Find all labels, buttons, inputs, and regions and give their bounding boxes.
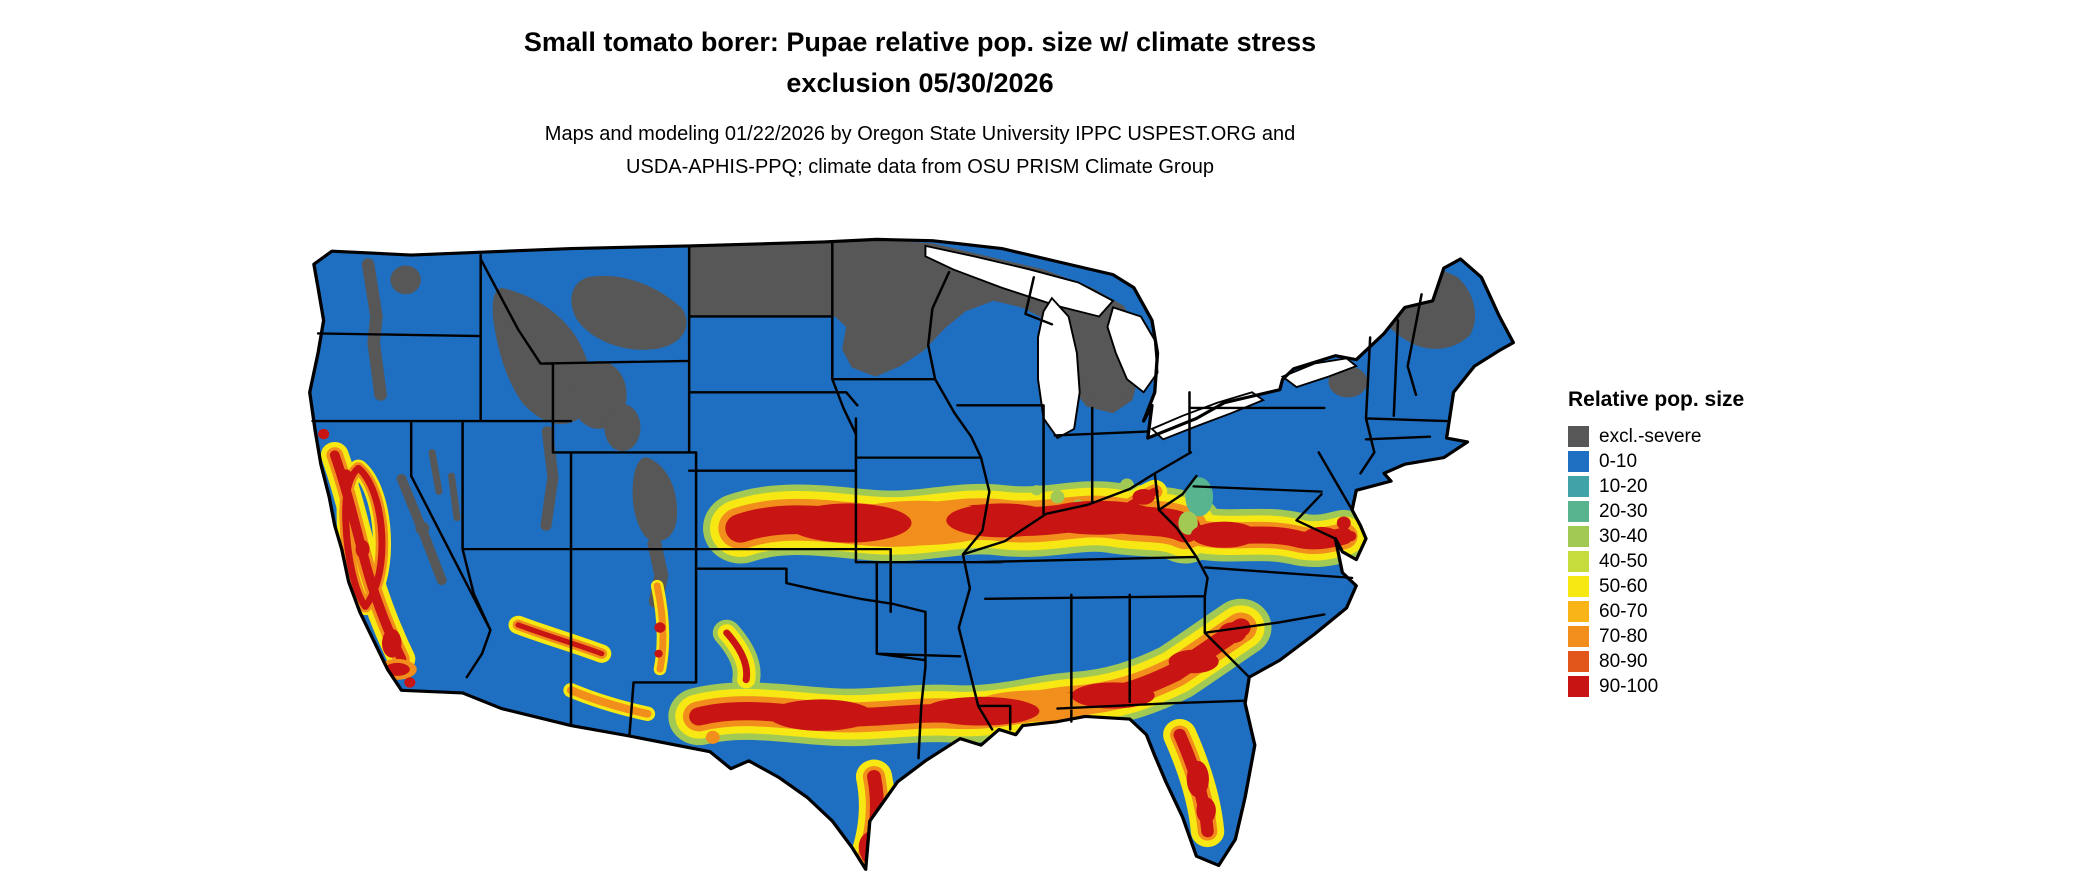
legend-item: 80-90	[1568, 649, 1888, 674]
lake-huron	[1106, 306, 1159, 394]
excluded-north-cascades	[390, 265, 421, 295]
legend-label: 80-90	[1599, 650, 1648, 672]
legend-swatch	[1568, 526, 1589, 547]
legend-item: 10-20	[1568, 474, 1888, 499]
map-subtitle-line1: Maps and modeling 01/22/2026 by Oregon S…	[544, 123, 1296, 145]
legend-swatch	[1568, 451, 1589, 472]
map-title-line2: exclusion 05/30/2026	[786, 68, 1054, 98]
map-subtitle-line2: USDA-APHIS-PPQ; climate data from OSU PR…	[626, 156, 1214, 178]
state-borders	[311, 240, 1448, 760]
legend-swatch	[1568, 626, 1589, 647]
legend-title: Relative pop. size	[1568, 388, 1745, 411]
legend-item: 40-50	[1568, 549, 1888, 574]
excluded-nevada-ridge1	[428, 449, 443, 495]
header: Small tomato borer: Pupae relative pop. …	[0, 22, 1840, 184]
legend-label: 30-40	[1599, 525, 1648, 547]
legend-item: 50-60	[1568, 574, 1888, 599]
legend-swatch	[1568, 676, 1589, 697]
lake-erie	[1150, 391, 1266, 441]
excluded-northern-rockies	[492, 287, 592, 425]
legend-item: 30-40	[1568, 524, 1888, 549]
legend-label: 0-10	[1599, 450, 1638, 472]
legend-swatch	[1568, 426, 1589, 447]
excluded-mountain-ridges	[361, 258, 669, 608]
excluded-cascades-ridge	[361, 258, 387, 401]
legend-swatch	[1568, 651, 1589, 672]
legend-label: 20-30	[1599, 500, 1648, 522]
legend-label: 40-50	[1599, 550, 1648, 572]
excluded-sierra-ridge	[396, 473, 447, 586]
legend-label: 90-100	[1599, 675, 1659, 697]
great-lakes	[924, 244, 1359, 441]
legend-swatch	[1568, 501, 1589, 522]
map-subtitle: Maps and modeling 01/22/2026 by Oregon S…	[0, 118, 1840, 184]
legend-label: 70-80	[1599, 625, 1648, 647]
excluded-wasatch-ridge	[540, 426, 559, 531]
excluded-nevada-ridge2	[448, 472, 461, 522]
legend-swatch	[1568, 551, 1589, 572]
legend-label: 60-70	[1599, 600, 1648, 622]
map-title-line1: Small tomato borer: Pupae relative pop. …	[523, 27, 1317, 57]
legend-item: 70-80	[1568, 624, 1888, 649]
excluded-montana-highlands	[571, 275, 687, 350]
legend-label: 10-20	[1599, 475, 1648, 497]
legend-item: 60-70	[1568, 599, 1888, 624]
legend-swatch	[1568, 576, 1589, 597]
legend-item: excl.-severe	[1568, 424, 1888, 449]
legend-label: excl.-severe	[1599, 425, 1702, 447]
excluded-wyoming-range	[604, 404, 641, 452]
legend-item: 20-30	[1568, 499, 1888, 524]
lake-superior	[924, 244, 1115, 318]
legend-swatch	[1568, 601, 1589, 622]
legend-label: 50-60	[1599, 575, 1648, 597]
legend-item: 0-10	[1568, 449, 1888, 474]
lake-michigan	[1037, 296, 1081, 440]
legend-item: 90-100	[1568, 674, 1888, 699]
us-map-svg	[308, 237, 1515, 871]
map-canvas	[300, 225, 1530, 885]
appalachian-cool-patch2	[1178, 511, 1198, 535]
legend-swatch	[1568, 476, 1589, 497]
excluded-colorado-rockies	[632, 457, 678, 542]
legend: Relative pop. size excl.-severe 0-10 10-…	[1568, 388, 1888, 699]
excluded-adirondacks	[1328, 366, 1368, 398]
